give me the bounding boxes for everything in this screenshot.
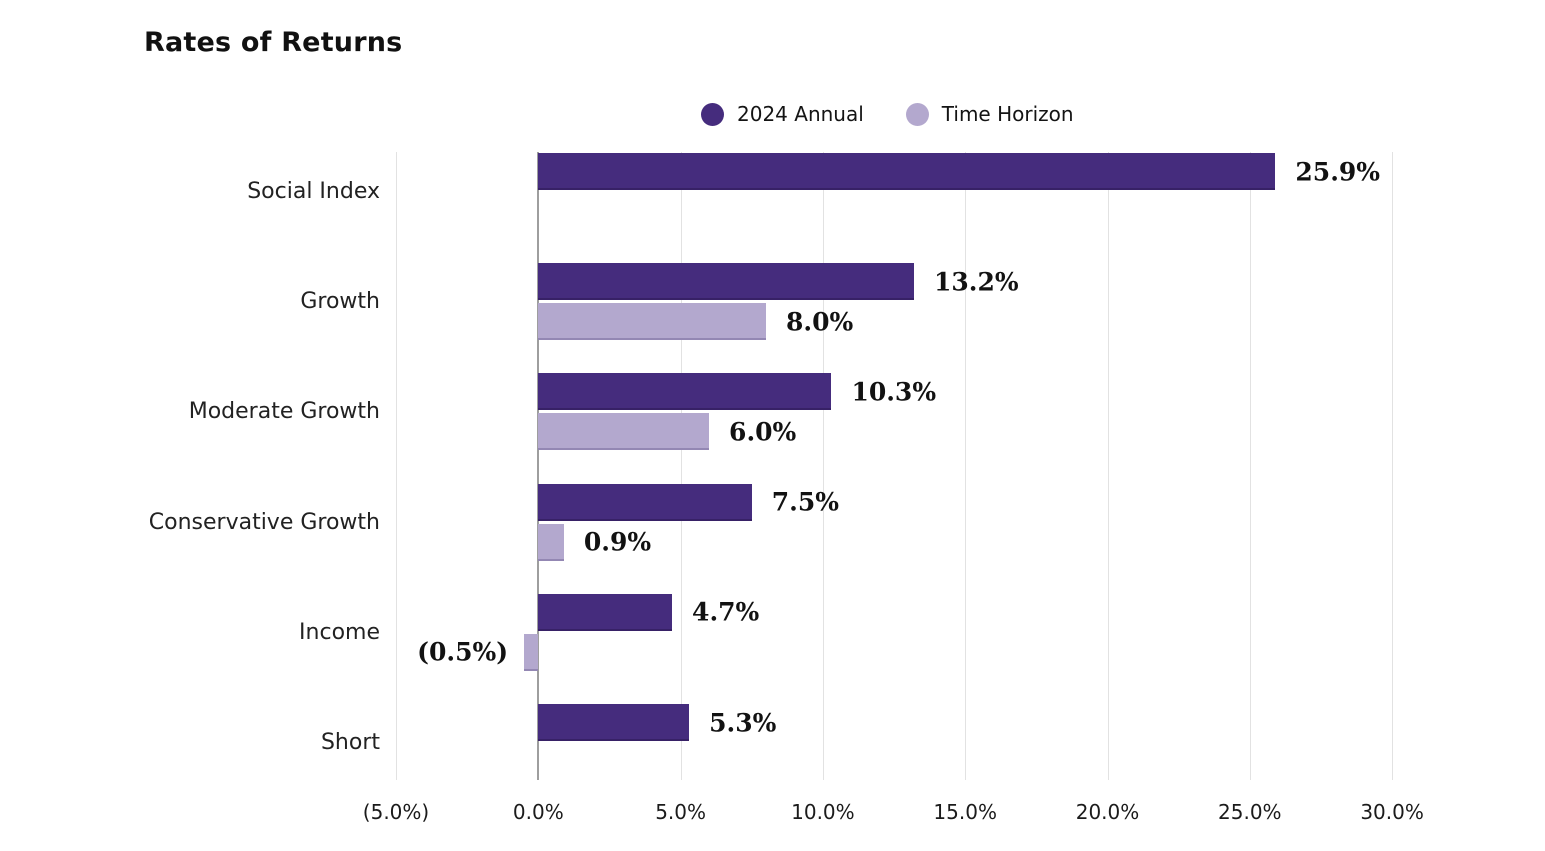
plot-area: 25.9% 13.2% 8.0% 10.3% 6.0% 7.5% 0.9% 4.7% (0.5%…	[396, 152, 1420, 780]
legend-dot-icon	[701, 102, 724, 126]
legend-label: 2024 Annual	[737, 102, 864, 126]
value-label-social-index-2024-annual: 25.9%	[1295, 157, 1381, 186]
gridline	[1249, 152, 1251, 780]
category-label-conservative-growth: Conservative Growth	[148, 509, 380, 535]
category-label-short: Short	[320, 730, 380, 755]
bar-moderate-growth-2024-annual	[538, 373, 832, 411]
bar-short-2024-annual	[538, 704, 690, 741]
legend: 2024 Annual Time Horizon	[701, 102, 1074, 126]
category-label-moderate-growth: Moderate Growth	[188, 399, 380, 425]
bar-growth-time-horizon	[538, 303, 766, 341]
gridline	[396, 152, 397, 780]
bar-moderate-growth-time-horizon	[538, 413, 710, 451]
value-label-short-2024-annual: 5.3%	[709, 708, 777, 737]
category-label-growth: Growth	[300, 289, 380, 315]
bar-conservative-growth-time-horizon	[538, 523, 564, 561]
y-axis-category-labels: Social Index Growth Moderate Growth Conserv…	[0, 152, 380, 780]
gridline	[680, 152, 682, 780]
value-label-conservative-growth-2024-annual: 7.5%	[771, 487, 839, 517]
x-tick-25-0-: 25.0%	[1218, 800, 1282, 824]
value-label-conservative-growth-time-horizon: 0.9%	[583, 527, 652, 557]
bar-growth-2024-annual	[538, 263, 914, 301]
x-tick-5-0-: 5.0%	[655, 800, 706, 824]
page-title: Rates of Returns	[144, 27, 403, 58]
category-label-social-index: Social Index	[247, 179, 380, 204]
value-label-income-time-horizon: (0.5%)	[417, 637, 509, 667]
legend-item-time-horizon: Time Horizon	[905, 102, 1074, 126]
x-tick-10-0-: 10.0%	[791, 800, 855, 824]
bar-income-time-horizon	[524, 633, 539, 671]
bar-social-index-2024-annual	[538, 153, 1276, 190]
gridline	[1392, 152, 1394, 780]
x-tick-0-0-: 0.0%	[512, 800, 564, 824]
gridline	[822, 152, 824, 780]
bar-income-2024-annual	[538, 593, 673, 631]
x-tick-30-0-: 30.0%	[1360, 800, 1424, 824]
x-tick-20-0-: 20.0%	[1075, 800, 1140, 824]
value-label-growth-2024-annual: 13.2%	[933, 267, 1019, 297]
gridline	[1107, 152, 1109, 780]
value-label-moderate-growth-2024-annual: 10.3%	[851, 377, 937, 407]
value-label-moderate-growth-time-horizon: 6.0%	[729, 417, 797, 447]
legend-dot-icon	[905, 102, 929, 126]
bar-conservative-growth-2024-annual	[538, 483, 752, 521]
category-label-income: Income	[299, 619, 380, 645]
value-label-income-2024-annual: 4.7%	[692, 597, 760, 627]
x-tick-15-0-: 15.0%	[933, 800, 997, 824]
x-axis-tick-labels: (5.0%) 0.0% 5.0% 10.0% 15.0% 20.0% 25.0% 30.0%	[0, 796, 1545, 830]
value-label-growth-time-horizon: 8.0%	[785, 307, 854, 337]
zero-axis-line	[537, 152, 540, 780]
x-tick--5-0-: (5.0%)	[362, 800, 430, 824]
gridline	[965, 152, 967, 780]
legend-item-2024-annual: 2024 Annual	[701, 102, 864, 126]
legend-label: Time Horizon	[941, 102, 1074, 126]
